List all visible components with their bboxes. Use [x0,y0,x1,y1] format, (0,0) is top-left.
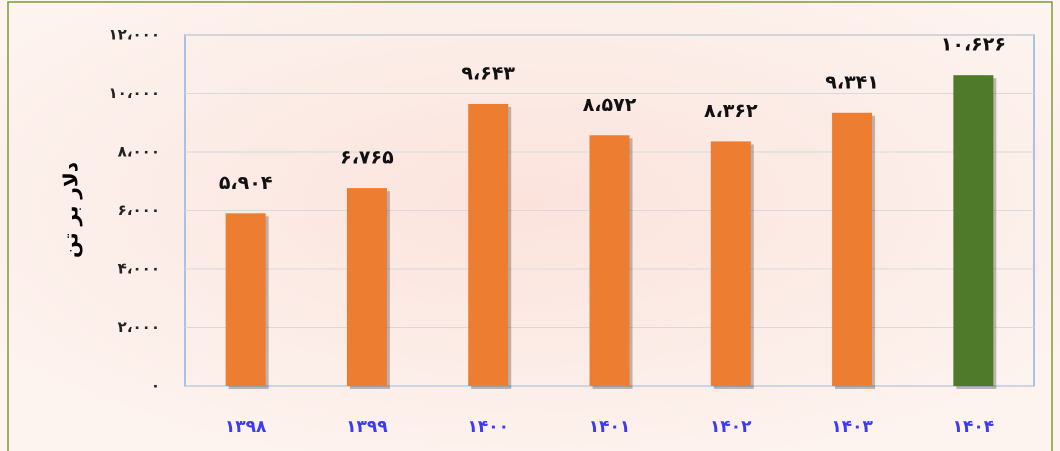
x-tick-label: ۱۴۰۲ [710,417,752,437]
y-tick-label: ۸،۰۰۰ [118,143,160,161]
bar [225,213,266,386]
bar [589,135,630,386]
y-axis-label: دلار بر تن [59,162,83,258]
chart-frame [7,1,1053,451]
value-label: ۸،۵۷۲ [583,94,637,116]
bar [710,141,751,386]
y-tick-label: ۰ [151,377,160,395]
value-label: ۹،۶۴۳ [461,62,515,84]
bar [953,75,994,386]
bar [346,188,387,386]
value-label: ۹،۳۴۱ [825,71,879,93]
y-tick-label: ۶،۰۰۰ [118,201,160,219]
bar [832,112,873,386]
value-label: ۶،۷۶۵ [340,147,394,169]
y-tick-label: ۲،۰۰۰ [118,318,160,336]
x-tick-label: ۱۴۰۰ [467,417,509,437]
x-tick-label: ۱۴۰۱ [589,417,631,437]
y-tick-label: ۴،۰۰۰ [118,260,160,278]
x-tick-label: ۱۴۰۳ [831,417,873,437]
value-label: ۱۰،۶۲۶ [941,34,1006,56]
value-label: ۵،۹۰۴ [219,172,273,194]
value-label: ۸،۳۶۲ [704,100,758,122]
y-tick-label: ۱۲،۰۰۰ [109,26,160,44]
x-tick-label: ۱۳۹۸ [225,417,267,437]
bar [468,103,509,386]
y-tick-label: ۱۰،۰۰۰ [109,84,160,102]
x-tick-label: ۱۴۰۴ [953,417,995,437]
x-tick-label: ۱۳۹۹ [346,417,388,437]
